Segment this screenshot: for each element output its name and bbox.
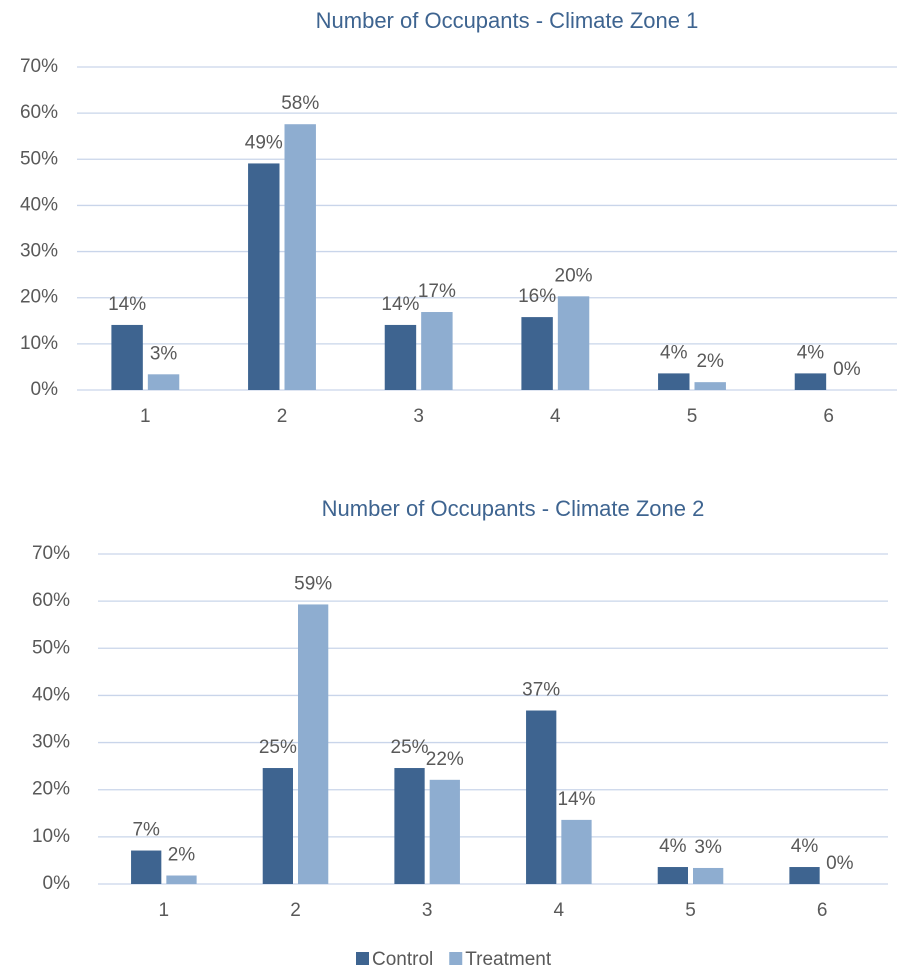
- bar: [248, 163, 280, 390]
- x-tick-label: 5: [685, 900, 696, 921]
- legend-label: Control: [372, 949, 433, 970]
- x-tick-label: 1: [159, 900, 170, 921]
- bar: [111, 324, 143, 390]
- bar: [561, 819, 592, 884]
- y-tick-label: 50%: [32, 637, 70, 658]
- data-label: 14%: [557, 789, 595, 810]
- bar: [794, 373, 827, 390]
- x-tick-label: 3: [422, 900, 433, 921]
- data-label: 4%: [791, 836, 819, 857]
- x-tick-label: 2: [290, 900, 301, 921]
- y-tick-label: 50%: [20, 148, 58, 169]
- data-label: 4%: [659, 836, 687, 857]
- bar: [658, 373, 690, 390]
- data-label: 58%: [281, 93, 319, 114]
- bar: [298, 604, 329, 884]
- bar: [557, 296, 590, 390]
- y-tick-label: 0%: [31, 379, 59, 400]
- data-label: 20%: [555, 265, 593, 286]
- data-label: 25%: [391, 737, 429, 758]
- data-label: 16%: [518, 286, 556, 307]
- y-tick-label: 10%: [32, 826, 70, 847]
- bar: [693, 867, 724, 884]
- x-tick-label: 3: [413, 406, 424, 427]
- bar: [131, 850, 162, 884]
- bar: [147, 374, 180, 390]
- bar: [284, 124, 316, 391]
- bar: [262, 768, 293, 884]
- x-tick-label: 6: [817, 900, 828, 921]
- data-label: 14%: [381, 294, 419, 315]
- legend-swatch: [356, 952, 369, 965]
- y-tick-label: 20%: [32, 779, 70, 800]
- x-tick-label: 1: [140, 406, 151, 427]
- y-tick-label: 30%: [20, 241, 58, 262]
- x-tick-label: 5: [687, 406, 698, 427]
- chart-title: Number of Occupants - Climate Zone 2: [322, 496, 705, 521]
- y-tick-label: 60%: [20, 102, 58, 123]
- y-tick-label: 70%: [32, 543, 70, 564]
- data-label: 25%: [259, 737, 297, 758]
- legend-swatch: [449, 952, 463, 965]
- data-label: 49%: [245, 132, 283, 153]
- data-label: 22%: [426, 749, 464, 770]
- data-label: 0%: [833, 359, 861, 380]
- data-label: 4%: [797, 342, 825, 363]
- bar: [521, 317, 553, 390]
- data-label: 59%: [294, 573, 332, 594]
- data-label: 3%: [150, 343, 178, 364]
- bar: [789, 867, 820, 884]
- bar: [429, 779, 460, 884]
- bar: [394, 768, 425, 884]
- x-tick-label: 2: [277, 406, 288, 427]
- bar: [166, 875, 197, 884]
- data-label: 0%: [826, 853, 854, 874]
- x-tick-label: 4: [554, 900, 565, 921]
- bar: [694, 382, 726, 390]
- y-tick-label: 70%: [20, 56, 58, 77]
- x-tick-label: 6: [823, 406, 834, 427]
- y-tick-label: 60%: [32, 590, 70, 611]
- data-label: 17%: [418, 281, 456, 302]
- y-tick-label: 20%: [20, 287, 58, 308]
- bar: [384, 324, 417, 390]
- data-label: 7%: [132, 820, 160, 841]
- data-label: 37%: [522, 680, 560, 701]
- bar: [421, 312, 453, 390]
- data-label: 3%: [694, 837, 722, 858]
- x-tick-label: 4: [550, 406, 561, 427]
- data-label: 2%: [168, 845, 196, 866]
- data-label: 2%: [696, 351, 724, 372]
- data-label: 4%: [660, 342, 688, 363]
- chart-title: Number of Occupants - Climate Zone 1: [316, 8, 699, 33]
- y-tick-label: 40%: [20, 194, 58, 215]
- y-tick-label: 0%: [43, 873, 71, 894]
- bar: [526, 710, 557, 884]
- bar: [657, 867, 688, 884]
- data-label: 14%: [108, 294, 146, 315]
- y-tick-label: 10%: [20, 333, 58, 354]
- y-tick-label: 30%: [32, 732, 70, 753]
- y-tick-label: 40%: [32, 684, 70, 705]
- legend-label: Treatment: [465, 949, 552, 970]
